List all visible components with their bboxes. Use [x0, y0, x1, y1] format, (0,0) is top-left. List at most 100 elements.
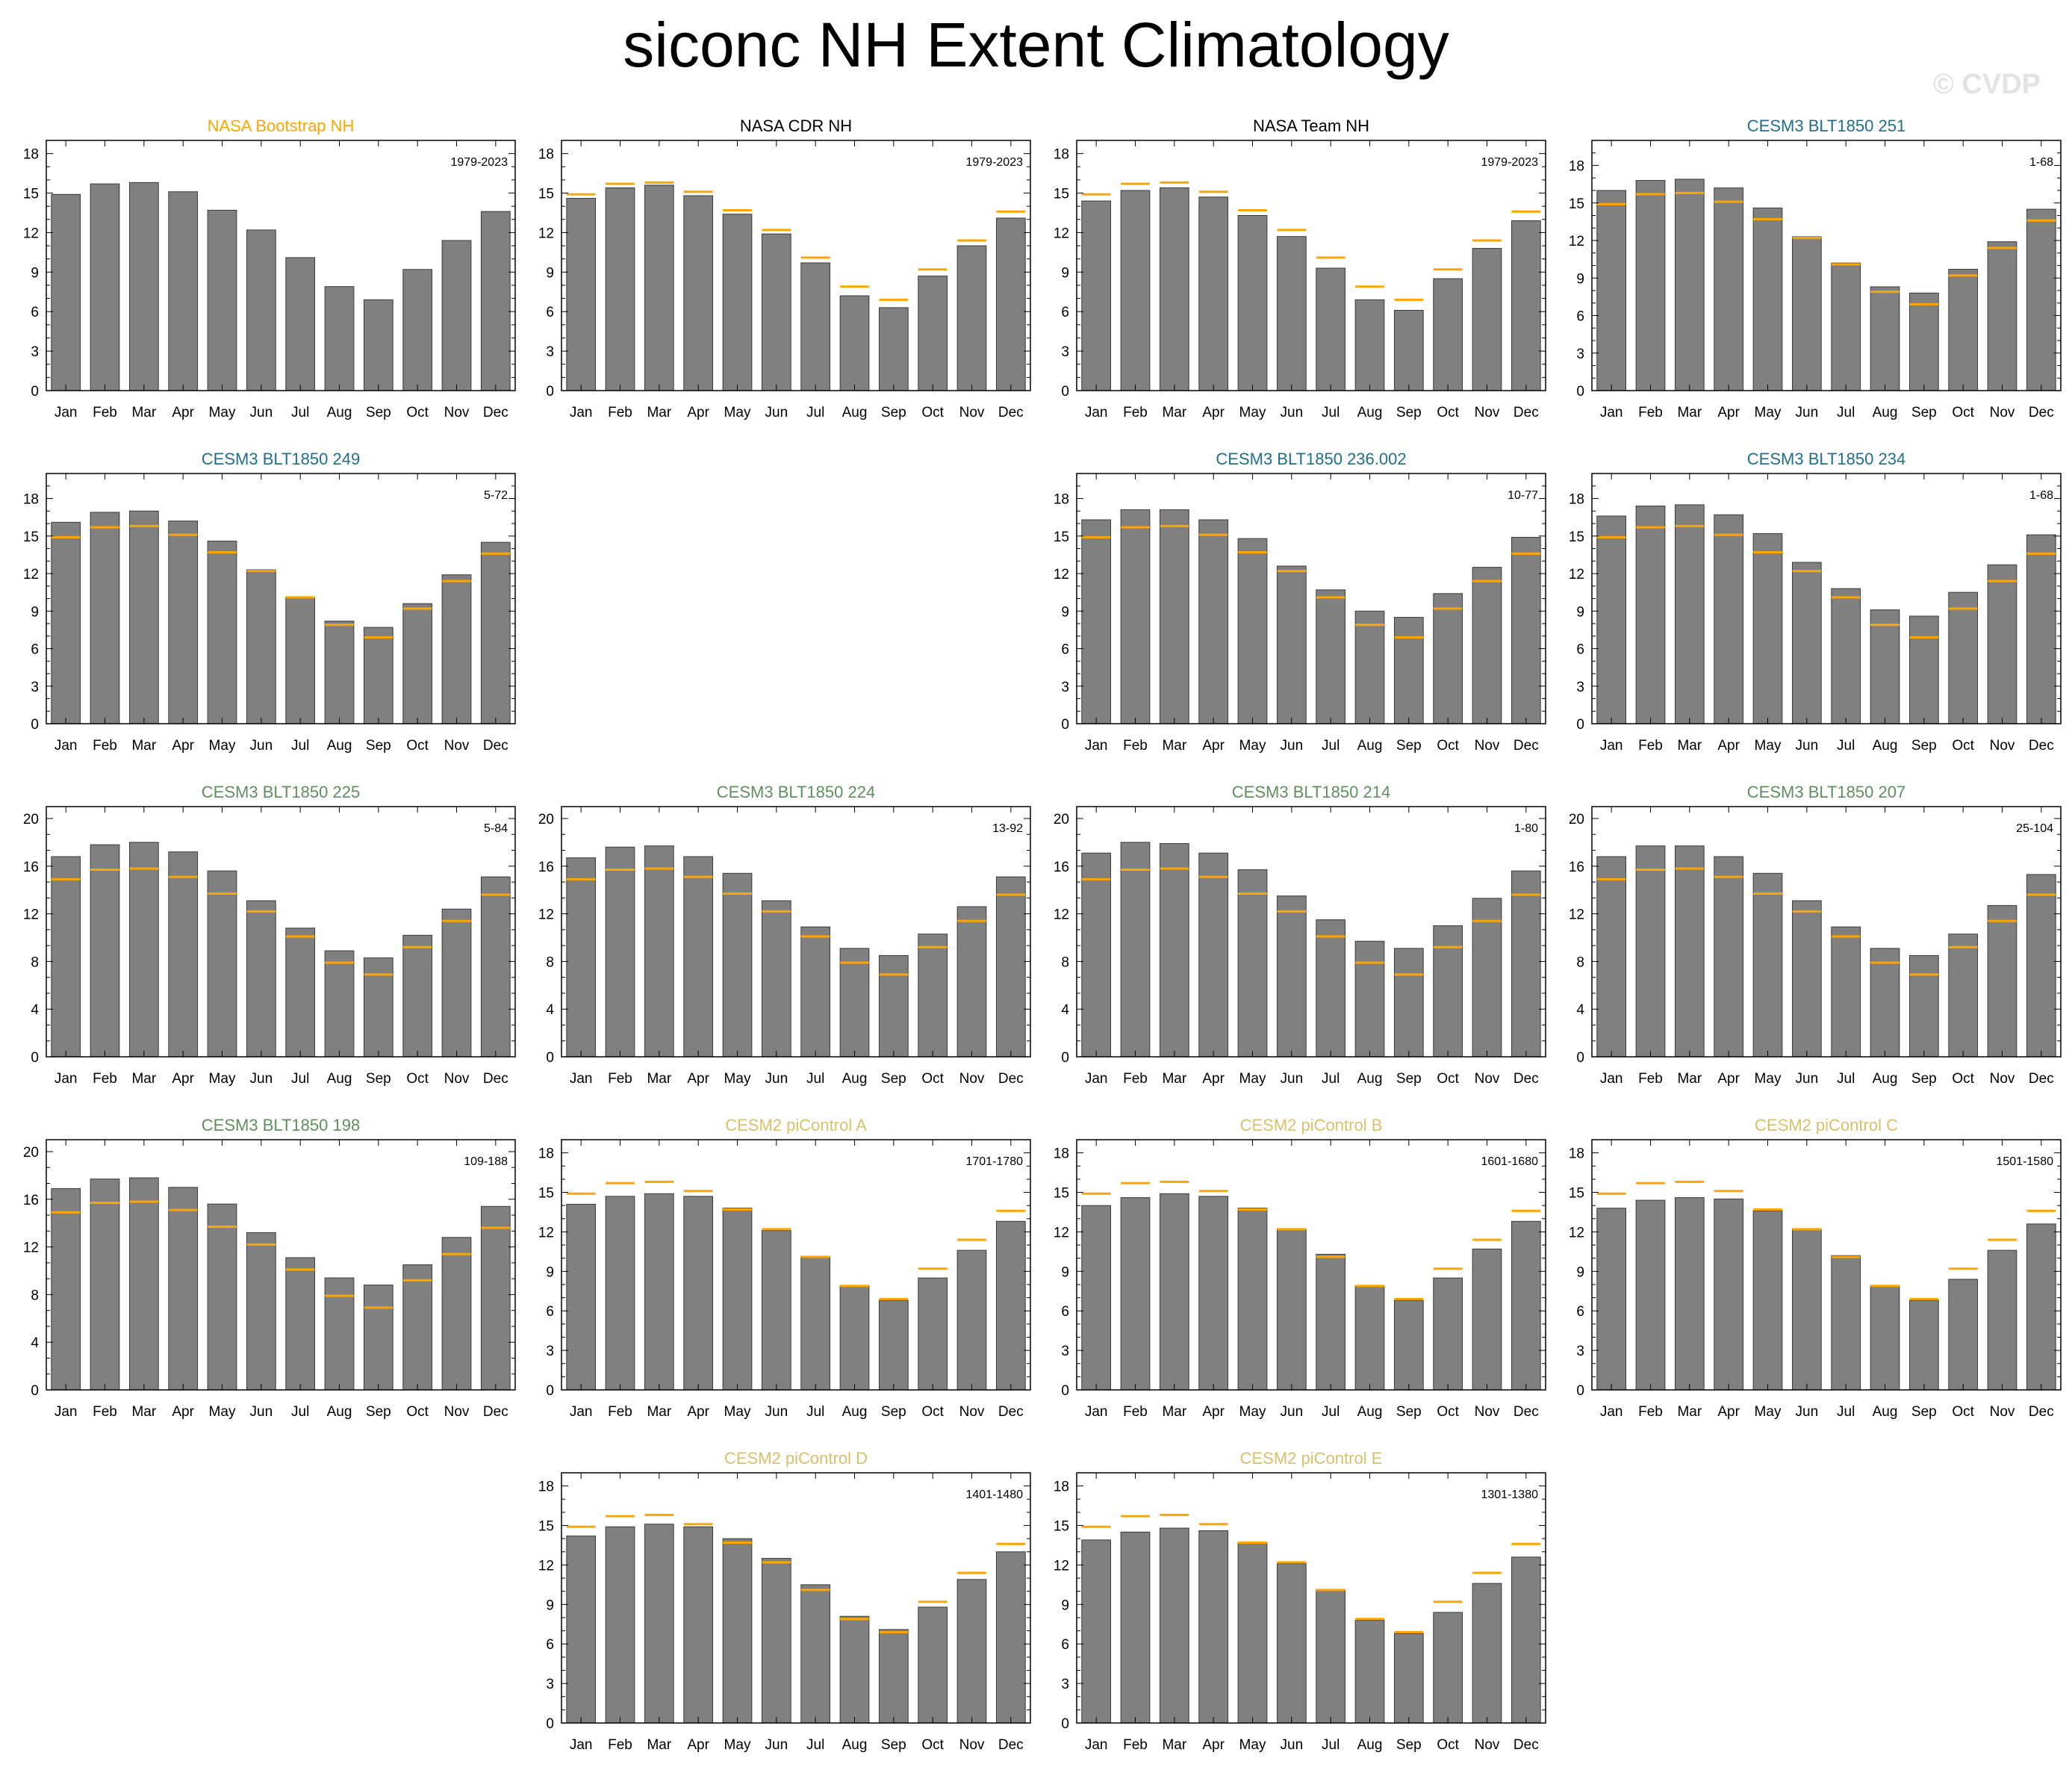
- x-tick-label: Jan: [55, 1071, 78, 1087]
- x-tick-label: Feb: [608, 1071, 632, 1087]
- y-tick-label: 0: [1061, 1383, 1069, 1399]
- x-tick-label: Jan: [55, 405, 78, 420]
- period-label: 1701-1780: [965, 1155, 1023, 1168]
- x-tick-label: May: [1239, 1071, 1266, 1087]
- x-tick-label: Dec: [483, 738, 508, 754]
- x-tick-label: Mar: [1677, 1404, 1702, 1420]
- bar: [1276, 236, 1307, 391]
- plot-frame: [1591, 806, 2062, 1058]
- y-tick-label: 0: [1061, 717, 1069, 733]
- y-tick-label: 15: [538, 1186, 554, 1202]
- x-tick-label: Apr: [1202, 1071, 1225, 1087]
- x-tick-label: Nov: [1990, 1404, 2015, 1420]
- bar: [128, 181, 159, 391]
- x-tick-label: Jul: [806, 1737, 824, 1753]
- bar: [1714, 1198, 1744, 1391]
- bar: [605, 1526, 635, 1724]
- x-tick-label: Aug: [1357, 1737, 1383, 1753]
- x-tick-label: Apr: [687, 1737, 709, 1753]
- y-tick-label: 6: [1576, 1304, 1584, 1320]
- plot-frame: [46, 806, 516, 1058]
- x-tick-label: Jan: [570, 1071, 593, 1087]
- bar: [1596, 190, 1627, 391]
- bar: [1596, 856, 1627, 1058]
- bar: [1159, 1193, 1189, 1391]
- bar: [878, 1300, 909, 1391]
- x-tick-label: Jun: [1281, 405, 1304, 420]
- y-tick-label: 12: [1569, 567, 1584, 583]
- bar: [1674, 178, 1705, 391]
- y-tick-label: 12: [1054, 907, 1069, 923]
- plot-frame: [561, 1472, 1031, 1724]
- bar: [839, 948, 870, 1058]
- bar: [918, 1606, 948, 1724]
- x-tick-label: Apr: [687, 405, 709, 420]
- x-tick-label: Aug: [327, 738, 352, 754]
- chart-title: NASA Bootstrap NH: [208, 117, 355, 135]
- period-label: 1501-1580: [1996, 1155, 2053, 1168]
- x-tick-label: Jun: [250, 1404, 273, 1420]
- period-label: 5-84: [484, 822, 508, 835]
- bar: [995, 1220, 1026, 1391]
- y-tick-label: 9: [546, 265, 554, 281]
- x-tick-label: Aug: [842, 1737, 868, 1753]
- bar: [1354, 940, 1385, 1058]
- x-tick-label: Apr: [1717, 738, 1740, 754]
- x-tick-label: Jul: [291, 738, 309, 754]
- bar: [1237, 869, 1268, 1058]
- bar: [1354, 610, 1385, 724]
- bar: [839, 295, 870, 391]
- y-tick-label: 15: [1569, 1186, 1584, 1202]
- x-tick-label: Dec: [483, 405, 508, 420]
- chart-title: CESM3 BLT1850 236.002: [1216, 450, 1406, 468]
- x-tick-label: Oct: [1952, 738, 1974, 754]
- x-tick-label: Dec: [998, 405, 1024, 420]
- x-tick-label: Aug: [1357, 405, 1383, 420]
- x-tick-label: Apr: [172, 1071, 194, 1087]
- y-tick-label: 4: [1576, 1002, 1584, 1018]
- chart-title: CESM2 piControl B: [1240, 1116, 1383, 1134]
- bar: [128, 842, 159, 1058]
- bar: [168, 851, 199, 1058]
- bar: [51, 193, 81, 391]
- x-tick-label: Jan: [570, 405, 593, 420]
- y-tick-label: 9: [31, 265, 39, 281]
- chart-title: NASA CDR NH: [740, 117, 852, 135]
- bar: [246, 900, 276, 1058]
- period-label: 13-92: [992, 822, 1023, 835]
- bar: [722, 1538, 753, 1724]
- bar: [918, 934, 948, 1058]
- x-tick-label: Jun: [1796, 405, 1819, 420]
- bar: [605, 1196, 635, 1391]
- x-tick-label: Nov: [1475, 1404, 1500, 1420]
- y-tick-label: 3: [546, 1344, 554, 1359]
- bar: [956, 906, 987, 1058]
- y-tick-label: 0: [1576, 384, 1584, 400]
- bar: [1635, 1199, 1666, 1391]
- x-tick-label: Feb: [608, 1404, 632, 1420]
- x-tick-label: Mar: [1162, 1737, 1186, 1753]
- x-tick-label: Dec: [1513, 738, 1539, 754]
- bar: [1511, 1556, 1541, 1724]
- y-tick-label: 16: [23, 1193, 39, 1208]
- y-tick-label: 6: [1061, 1637, 1069, 1653]
- bar: [1433, 925, 1463, 1058]
- y-tick-label: 6: [546, 1304, 554, 1320]
- bar: [441, 908, 472, 1058]
- x-tick-label: Jun: [250, 1071, 273, 1087]
- x-tick-label: Mar: [1162, 738, 1186, 754]
- x-tick-label: Jul: [806, 1404, 824, 1420]
- x-tick-label: Feb: [93, 738, 117, 754]
- x-tick-label: Apr: [172, 738, 194, 754]
- bar: [761, 233, 791, 391]
- bar: [363, 299, 393, 391]
- y-tick-label: 0: [546, 384, 554, 400]
- bar: [1948, 592, 1979, 724]
- bar: [1791, 562, 1822, 724]
- bar: [90, 1179, 120, 1391]
- x-tick-label: Jul: [806, 1071, 824, 1087]
- bar: [1393, 948, 1424, 1058]
- x-tick-label: Nov: [959, 1071, 985, 1087]
- x-tick-label: Jul: [806, 405, 824, 420]
- bar: [324, 950, 355, 1058]
